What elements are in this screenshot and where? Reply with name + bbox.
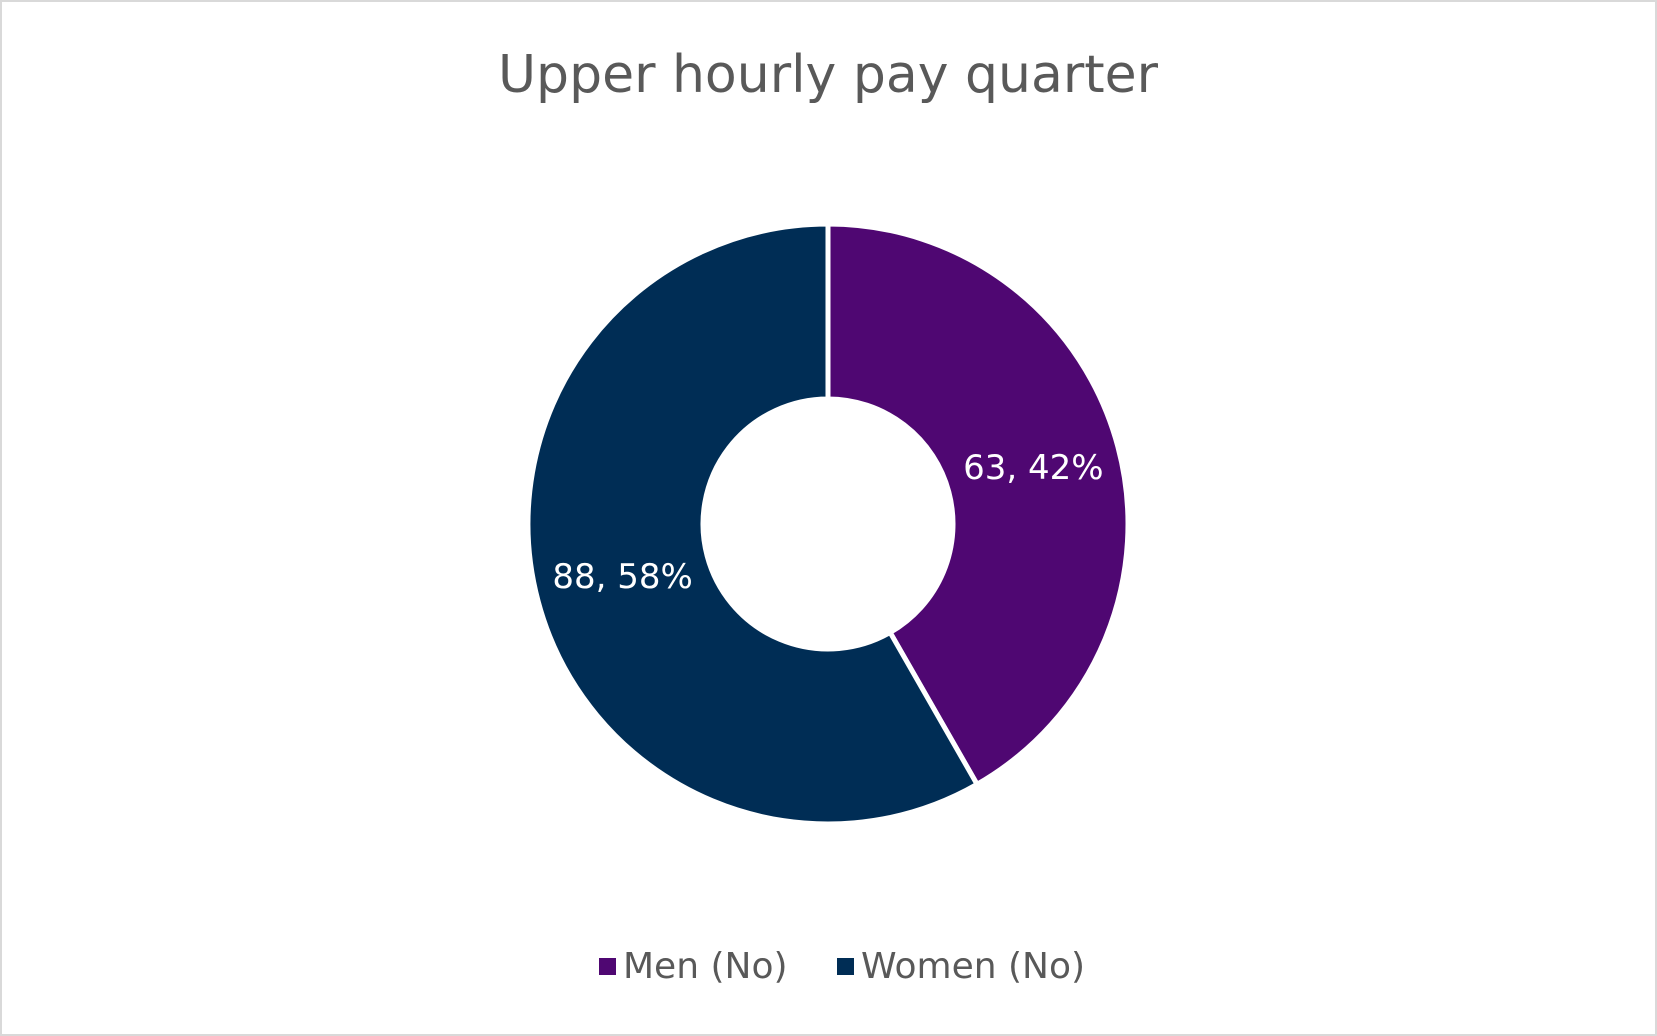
legend-label: Men (No) [623, 946, 788, 987]
data-label: 88, 58% [552, 557, 692, 597]
legend-swatch [837, 958, 854, 975]
legend-swatch [599, 958, 616, 975]
legend-label: Women (No) [861, 946, 1085, 987]
donut-segment [525, 221, 981, 827]
donut-segment [825, 221, 1131, 788]
chart-title: Upper hourly pay quarter [498, 45, 1159, 105]
data-label: 63, 42% [963, 448, 1103, 488]
